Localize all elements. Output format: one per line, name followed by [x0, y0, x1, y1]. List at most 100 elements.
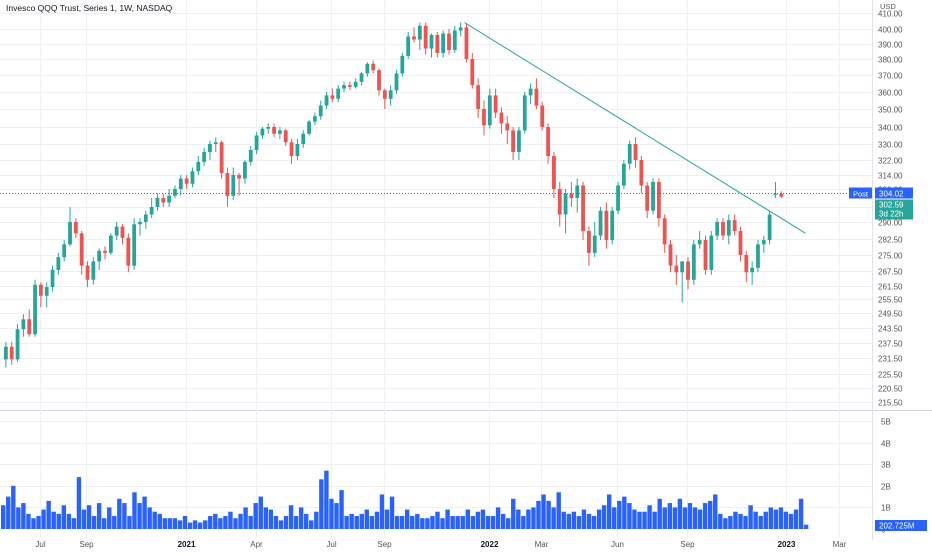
candle-body — [50, 269, 55, 288]
volume-bar — [304, 513, 309, 529]
candle-layer — [4, 22, 784, 368]
candle — [231, 167, 236, 201]
candle — [423, 22, 428, 55]
volume-bar — [495, 507, 501, 529]
candle-body — [458, 27, 463, 31]
candle — [569, 182, 574, 207]
candle-body — [103, 250, 107, 253]
candle — [108, 233, 113, 255]
volume-bar — [723, 518, 728, 529]
candle — [703, 235, 708, 275]
candle-body — [143, 214, 148, 222]
volume-bar — [758, 516, 763, 529]
price-tick-label: 380.00 — [878, 56, 903, 65]
volume-bar — [167, 518, 173, 529]
candle — [336, 85, 341, 103]
volume-bar — [415, 513, 420, 529]
post-badge — [849, 187, 872, 199]
candle — [767, 210, 772, 245]
candle-body — [726, 220, 731, 236]
volume-bar — [632, 509, 637, 529]
volume-bar — [667, 503, 672, 529]
volume-bar — [601, 505, 607, 529]
volume-bar — [11, 485, 16, 529]
volume-bar — [258, 496, 263, 529]
volume-bar — [46, 500, 51, 529]
volume-tick-label: 4B — [881, 440, 891, 449]
candle-body — [517, 130, 521, 152]
candle-body — [190, 171, 195, 184]
candle-body — [557, 189, 562, 215]
candle-body — [756, 244, 760, 268]
candle-body — [213, 142, 218, 144]
candle-body — [563, 193, 568, 215]
candle — [371, 60, 376, 74]
candle-body — [452, 30, 457, 50]
candle — [726, 214, 731, 245]
candle-body — [56, 257, 61, 270]
candle — [4, 341, 8, 368]
volume-bar — [288, 505, 294, 529]
candle — [260, 127, 265, 139]
candle-body — [371, 63, 376, 71]
candle — [33, 279, 37, 337]
candle-body — [674, 265, 679, 273]
volume-bar — [531, 507, 536, 529]
volume-bar — [319, 479, 324, 529]
volume-bar — [182, 516, 188, 529]
volume-bar — [253, 503, 258, 529]
volume-bar — [450, 516, 455, 529]
volume-bar — [591, 516, 597, 529]
volume-bar — [314, 511, 319, 529]
candle — [161, 193, 166, 207]
candle-body — [155, 198, 160, 207]
volume-bar — [788, 513, 794, 529]
candle-body — [645, 185, 650, 211]
candle — [610, 207, 615, 245]
volume-bar — [233, 518, 238, 529]
candle — [353, 78, 358, 89]
candle-body — [21, 319, 26, 330]
price-tick-label: 400.00 — [878, 26, 903, 35]
candle — [56, 252, 61, 275]
volume-bar — [6, 496, 11, 529]
candle — [219, 140, 224, 179]
candle-body — [633, 144, 638, 160]
price-tick-label: 261.50 — [878, 283, 903, 292]
price-tick-label: 330.00 — [878, 141, 903, 150]
candle-body — [73, 222, 78, 234]
volume-bar — [430, 516, 435, 529]
candle — [324, 92, 329, 109]
candle — [756, 240, 760, 273]
candle-body — [295, 144, 300, 156]
candle-body — [173, 189, 177, 196]
time-axis-label: Jul — [326, 540, 336, 549]
volume-bar — [778, 507, 784, 529]
volume-bar — [697, 509, 703, 529]
candle-body — [167, 195, 172, 203]
trendline[interactable] — [464, 22, 806, 234]
volume-bar — [733, 511, 738, 529]
volume-bar — [56, 513, 61, 529]
candle — [587, 226, 591, 266]
volume-bar — [137, 503, 142, 529]
volume-bar — [516, 509, 521, 529]
candle-body — [347, 85, 352, 87]
candle — [406, 32, 411, 59]
volume-bar — [702, 503, 708, 529]
volume-tick-label: 1B — [881, 504, 891, 513]
volume-bar — [21, 503, 26, 529]
candle-body — [388, 90, 393, 99]
candle-body — [219, 142, 224, 174]
candle-body — [9, 346, 14, 360]
candle-body — [237, 175, 241, 179]
price-tick-label: 370.00 — [878, 72, 903, 81]
price-tick-label: 314.00 — [878, 172, 903, 181]
volume-bar — [455, 516, 460, 529]
candle — [167, 189, 172, 207]
volume-bar — [612, 507, 617, 529]
candle-body — [429, 35, 434, 49]
candle — [225, 167, 230, 207]
volume-bar — [172, 518, 178, 529]
